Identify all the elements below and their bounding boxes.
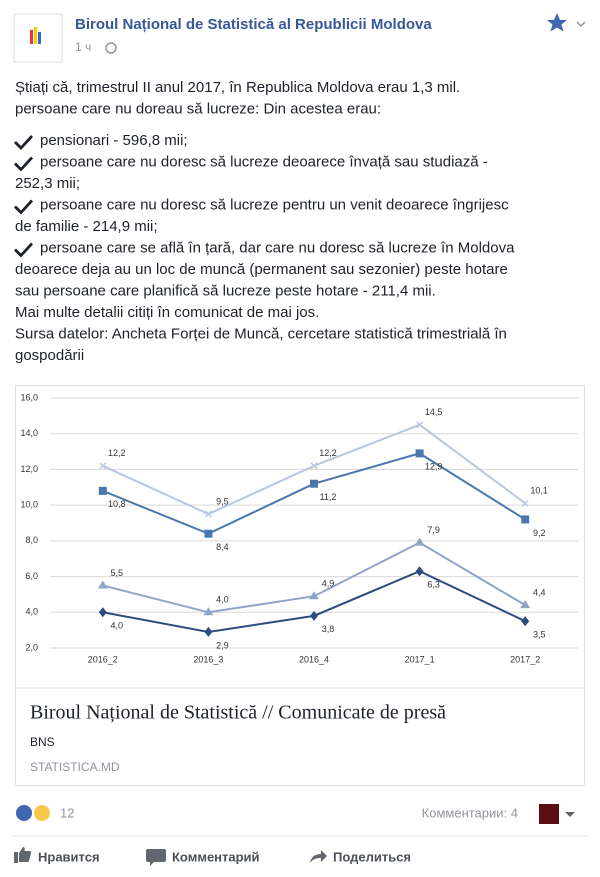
point	[415, 566, 424, 577]
value-label: 7,9	[427, 525, 440, 535]
comment-button[interactable]: Комментарий	[172, 849, 260, 864]
value-label: 9,2	[533, 528, 546, 538]
check-icon	[14, 199, 33, 215]
value-label: 10,8	[108, 499, 126, 509]
value-label: 12,2	[319, 448, 337, 458]
timestamp[interactable]: 1 ч	[75, 40, 91, 54]
share-button[interactable]: Поделиться	[333, 849, 411, 864]
check-icon	[14, 135, 33, 150]
x-tick-label: 2017_2	[510, 654, 540, 664]
value-label: 3,8	[322, 624, 335, 634]
wow-reaction	[34, 805, 50, 821]
text-line: persoane care se află în țară, dar care …	[40, 239, 515, 256]
point	[521, 499, 529, 507]
y-tick-label: 4,0	[25, 607, 38, 617]
value-label: 4,4	[533, 588, 546, 598]
chart: 2,0 4,0 6,0 8,0 10,0 12,0 14,0 16,0 2016_2 2016_3…	[20, 392, 578, 664]
link-title[interactable]: Biroul Național de Statistică // Comunic…	[30, 702, 446, 724]
logo-bar	[34, 27, 37, 44]
author[interactable]: Biroul Național de Statistică al Republi…	[75, 16, 432, 33]
y-tick-label: 6,0	[25, 571, 38, 581]
like-icon	[14, 847, 32, 863]
logo-bar	[30, 30, 33, 44]
text-line: Mai multe detalii citiți în comunicat de…	[15, 304, 319, 321]
value-label: 10,1	[530, 486, 548, 496]
point	[416, 421, 424, 429]
x-tick-label: 2017_1	[405, 654, 435, 664]
text-line: 252,3 mii;	[15, 175, 80, 192]
like-reaction	[16, 805, 32, 821]
link-domain: STATISTICA.MD	[30, 760, 120, 774]
like-button[interactable]: Нравится	[38, 849, 100, 864]
point	[98, 607, 107, 618]
value-label: 9,5	[216, 496, 229, 506]
link-source: BNS	[30, 735, 55, 749]
value-label: 12,9	[425, 462, 443, 472]
point	[520, 600, 531, 609]
value-label: 11,2	[320, 492, 337, 502]
text-line: persoane care nu doresc să lucreze pentr…	[40, 196, 509, 213]
text-line: deoarece deja au un loc de muncă (perman…	[15, 261, 508, 278]
text-line: sau persoane care planifică să lucreze p…	[15, 282, 436, 299]
y-tick-label: 8,0	[25, 535, 38, 545]
point	[204, 510, 212, 518]
value-label: 6,3	[427, 580, 440, 590]
point	[98, 486, 107, 495]
y-tick-label: 10,0	[20, 500, 38, 510]
y-tick-label: 14,0	[20, 428, 38, 438]
comment-icon	[146, 849, 166, 866]
x-tick-label: 2016_3	[193, 654, 223, 664]
point	[204, 529, 213, 538]
privacy-icon	[105, 42, 117, 54]
check-icon	[14, 156, 33, 172]
x-tick-label: 2016_2	[88, 654, 118, 664]
logo-bar	[38, 32, 41, 44]
value-label: 8,4	[216, 542, 229, 552]
point	[99, 462, 107, 470]
text-line: persoane care nu doresc să lucreze deoar…	[40, 153, 488, 170]
point	[204, 626, 213, 637]
star-icon[interactable]	[547, 13, 567, 32]
x-tick-label: 2016_4	[299, 654, 329, 664]
value-label: 5,5	[111, 568, 124, 578]
y-tick-label: 12,0	[20, 464, 38, 474]
value-label: 14,5	[425, 407, 443, 417]
text-line: persoane care nu doreau să lucreze: Din …	[15, 100, 381, 117]
point	[415, 449, 424, 458]
post-text: Știați că, trimestrul II anul 2017, în R…	[14, 79, 515, 364]
point	[310, 479, 318, 488]
value-label: 4,0	[216, 595, 229, 605]
point	[310, 610, 318, 621]
text-line: de familie - 214,9 mii;	[15, 218, 158, 235]
share-icon	[310, 850, 327, 863]
point	[97, 580, 108, 589]
point	[521, 515, 530, 524]
point	[310, 462, 318, 470]
value-label: 12,2	[108, 448, 126, 458]
check-icon	[14, 242, 33, 258]
point	[414, 537, 425, 546]
comment-count[interactable]: Комментарии: 4	[422, 805, 518, 820]
point	[203, 607, 214, 616]
text-line: gospodării	[15, 347, 84, 364]
text-line: Știați că, trimestrul II anul 2017, în R…	[15, 79, 460, 96]
value-label: 3,5	[533, 630, 546, 640]
menu-arrow[interactable]	[576, 21, 586, 28]
menu-arrow[interactable]	[565, 812, 575, 817]
text-line: pensionari - 596,8 mii;	[40, 132, 188, 149]
y-tick-label: 2,0	[25, 642, 38, 652]
avatar[interactable]	[539, 804, 559, 824]
link-card[interactable]	[15, 385, 585, 786]
reaction-count[interactable]: 12	[60, 805, 74, 820]
value-label: 4,9	[322, 579, 335, 589]
text-line: Sursa datelor: Ancheta Forței de Muncă, …	[15, 325, 507, 342]
point	[309, 591, 319, 600]
value-label: 2,9	[216, 640, 229, 650]
value-label: 4,0	[111, 621, 124, 631]
y-tick-label: 16,0	[20, 392, 38, 402]
point	[521, 616, 530, 627]
